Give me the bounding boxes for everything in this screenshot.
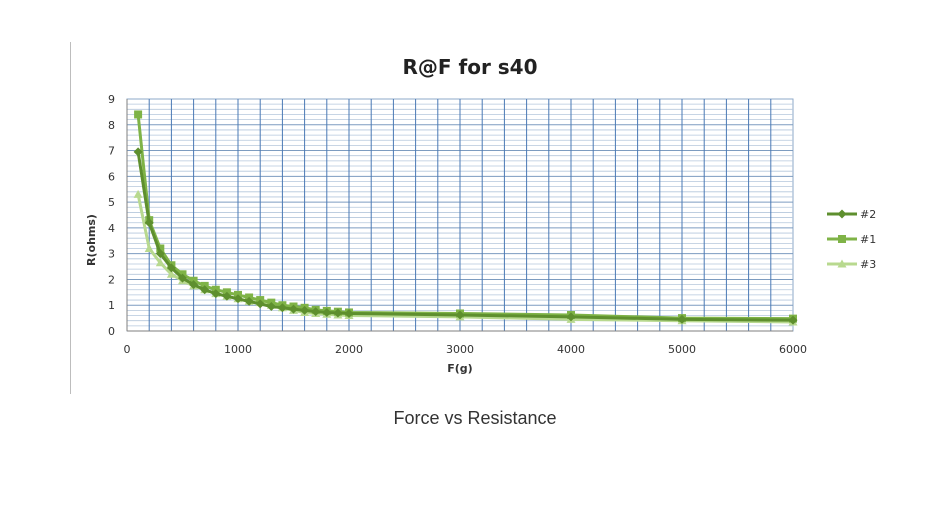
data-point [277, 303, 287, 313]
data-point [255, 299, 265, 309]
data-point [677, 314, 687, 324]
legend-item: #3 [827, 258, 876, 271]
legend-marker [838, 235, 846, 243]
x-tick-label: 2000 [335, 343, 363, 356]
x-tick-label: 3000 [446, 343, 474, 356]
data-point [266, 302, 276, 312]
data-point [455, 310, 465, 320]
data-point [300, 305, 310, 315]
legend: #2 #1 #3 [827, 208, 876, 271]
series-1 [133, 147, 798, 325]
y-tick-label: 0 [108, 325, 115, 338]
x-axis-label: F(g) [447, 362, 472, 375]
data-point [133, 147, 143, 157]
legend-item: #1 [827, 233, 876, 246]
data-point [322, 307, 332, 317]
axis-ticks: 0 1 2 3 4 5 6 7 8 9 0 1000 2000 3000 4000 5000 6000 [108, 93, 807, 356]
data-point [311, 307, 321, 317]
data-point [133, 189, 143, 198]
y-axis-label: R(ohms) [85, 214, 98, 266]
y-tick-label: 3 [108, 248, 115, 261]
data-point [144, 244, 154, 253]
x-tick-label: 5000 [668, 343, 696, 356]
data-point [289, 304, 298, 314]
legend-item: #2 [827, 208, 876, 221]
data-point [189, 280, 199, 290]
legend-marker [837, 209, 847, 219]
y-tick-label: 5 [108, 196, 115, 209]
data-point [244, 296, 254, 306]
chart-title: R@F for s40 [402, 55, 537, 79]
data-point [333, 308, 343, 318]
y-tick-label: 6 [108, 170, 115, 183]
legend-label: #2 [860, 208, 876, 221]
y-tick-label: 8 [108, 119, 115, 132]
data-point [144, 218, 154, 228]
figure-caption: Force vs Resistance [393, 408, 557, 428]
x-tick-label: 6000 [779, 343, 807, 356]
y-tick-label: 9 [108, 93, 115, 106]
data-point [222, 291, 232, 301]
y-tick-label: 7 [108, 145, 115, 158]
data-point [156, 244, 165, 253]
data-point [566, 312, 576, 322]
data-point [344, 308, 354, 318]
data-point [211, 289, 221, 299]
data-point [788, 315, 798, 325]
data-point [155, 249, 165, 259]
legend-marker [837, 259, 847, 268]
y-tick-label: 1 [108, 299, 115, 312]
data-point [200, 285, 210, 295]
left-divider [70, 42, 71, 394]
legend-label: #3 [860, 258, 876, 271]
legend-label: #1 [860, 233, 876, 246]
data-point [178, 273, 187, 283]
data-point [155, 258, 165, 267]
data-point [233, 294, 243, 304]
y-tick-label: 2 [108, 273, 115, 286]
series-layer [133, 110, 798, 326]
data-point [134, 110, 143, 119]
y-tick-label: 4 [108, 222, 115, 235]
chart: R@F for s40 0 1 2 3 4 5 6 7 8 9 0 1000 2000 3000 4000 5… [85, 55, 876, 375]
x-tick-label: 4000 [557, 343, 585, 356]
x-tick-label: 0 [124, 343, 131, 356]
data-point [166, 263, 176, 273]
x-tick-label: 1000 [224, 343, 252, 356]
data-point [166, 269, 176, 278]
